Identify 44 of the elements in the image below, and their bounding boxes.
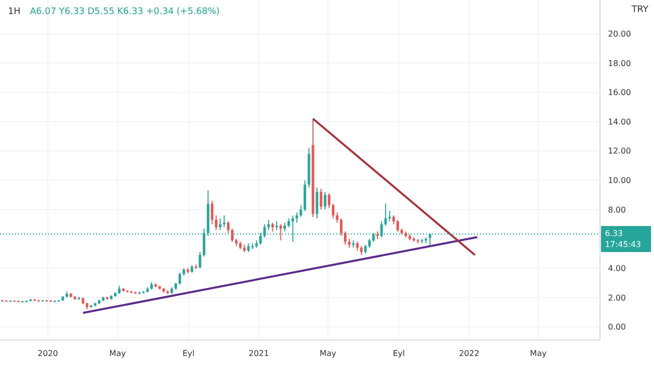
x-tick-label: 2021 — [248, 349, 269, 358]
y-tick-label: 14.00 — [608, 117, 631, 126]
candlestick — [300, 204, 302, 218]
candlestick — [396, 219, 399, 232]
y-tick-label: 2.00 — [608, 293, 626, 302]
x-tick-label: Eyl — [182, 349, 194, 358]
x-tick-label: May — [320, 349, 336, 358]
candlestick — [384, 203, 387, 226]
candlestick — [296, 212, 298, 224]
candlestick — [198, 252, 202, 269]
y-tick-label: 8.00 — [608, 205, 626, 214]
y-axis-title: TRY — [630, 5, 649, 15]
y-tick-label: 4.00 — [608, 264, 626, 273]
candlestick — [210, 200, 214, 225]
candlestick — [178, 272, 182, 285]
candlestick — [214, 214, 218, 231]
x-tick-label: May — [530, 349, 547, 358]
annotation: 1H — [8, 7, 20, 17]
y-tick-label: 20.00 — [608, 30, 631, 39]
candlestick — [344, 231, 346, 246]
candlestick — [328, 192, 330, 209]
candlestick — [226, 220, 230, 234]
candlestick — [218, 218, 222, 231]
y-tick-label: 16.00 — [608, 88, 631, 98]
candlestick — [336, 212, 338, 224]
candlestick — [316, 187, 318, 219]
x-tick-label: 2020 — [38, 349, 58, 358]
y-tick-label: 10.00 — [608, 176, 631, 186]
candlestick — [324, 191, 326, 210]
candlestick — [320, 188, 322, 210]
annotation: A6.07 Y6.33 D5.55 K6.33 +0.34 (+5.68%) — [30, 7, 220, 17]
y-tick-label: 18.00 — [608, 58, 631, 68]
x-tick-label: 2022 — [458, 349, 480, 358]
candlestick — [279, 224, 282, 241]
candlestick — [340, 218, 342, 236]
y-tick-label: 0.00 — [608, 322, 626, 332]
candlestick — [388, 210, 391, 222]
candlestick — [231, 228, 234, 242]
y-tick-label: 12.00 — [608, 146, 631, 156]
ref-line-label: 6.33 17:45:43 — [605, 229, 641, 250]
candlestick — [332, 203, 334, 219]
x-tick-label: May — [109, 349, 126, 358]
x-tick-label: Eyl — [392, 349, 405, 358]
candlestick — [267, 219, 270, 231]
